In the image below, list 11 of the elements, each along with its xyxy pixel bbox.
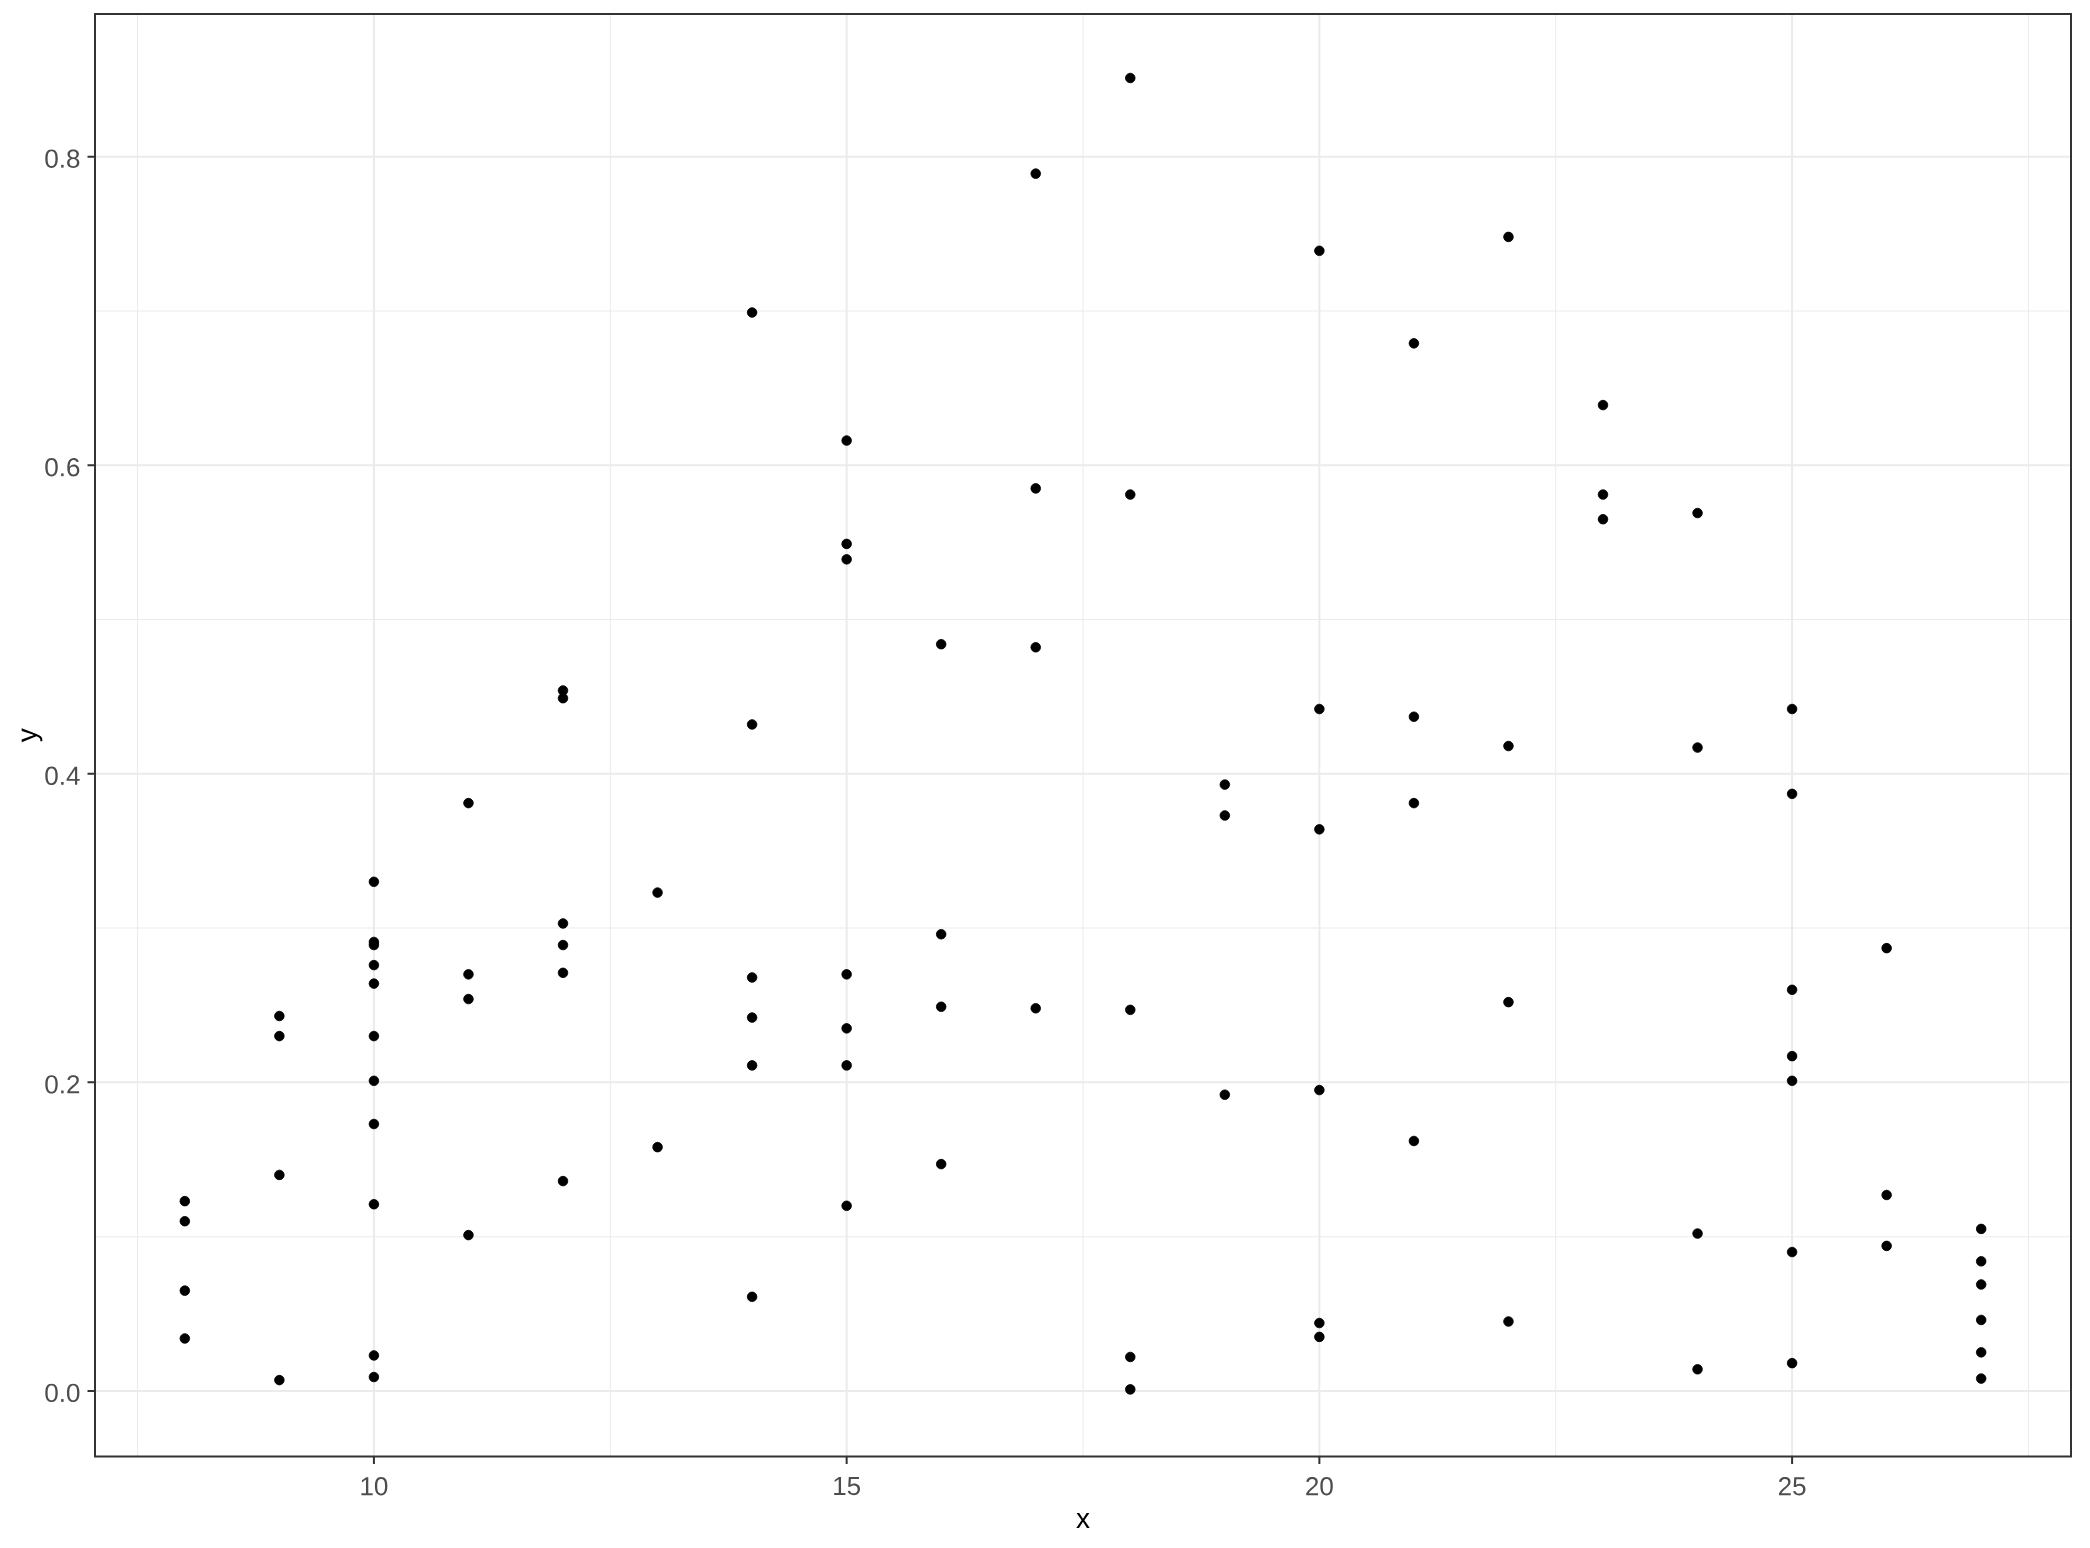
y-tick-label: 0.0 [45, 1383, 80, 1403]
y-axis-title: y [21, 728, 43, 743]
x-tick-label: 10 [361, 1477, 388, 1496]
x-tick-label: 20 [1306, 1477, 1333, 1496]
y-tick-label: 0.6 [45, 458, 80, 477]
y-tick-label: 0.4 [45, 766, 80, 785]
y-tick-label: 0.2 [45, 1075, 80, 1094]
x-axis-title: x [1076, 1513, 1090, 1528]
x-tick-label: 25 [1778, 1477, 1806, 1496]
x-tick-label: 15 [834, 1477, 860, 1496]
y-tick-label: 0.8 [45, 149, 80, 168]
